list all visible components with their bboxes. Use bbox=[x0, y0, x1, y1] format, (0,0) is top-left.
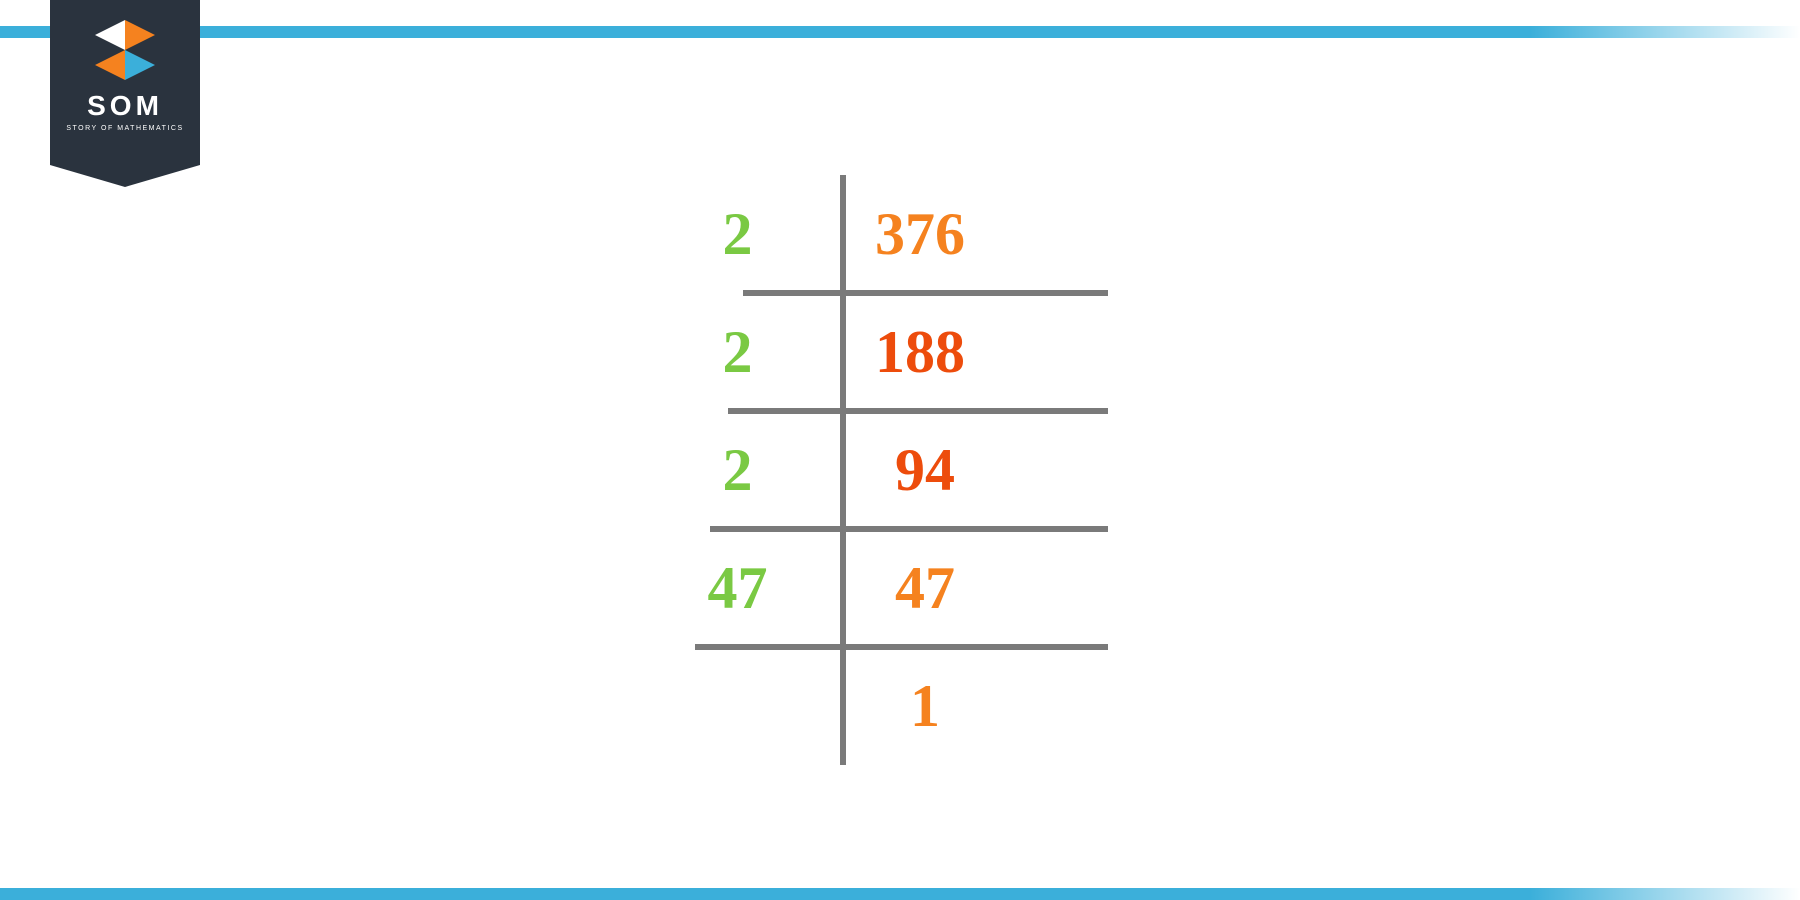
logo-text: SOM bbox=[50, 90, 200, 122]
factorization-row: 2 188 bbox=[660, 293, 1140, 411]
quotient-cell: 376 bbox=[840, 200, 1140, 269]
quotient-cell: 1 bbox=[840, 672, 1140, 741]
divisor-cell: 2 bbox=[660, 318, 840, 387]
logo-icon bbox=[95, 20, 155, 80]
factorization-row: 1 bbox=[660, 647, 1140, 765]
logo-subtext: STORY OF MATHEMATICS bbox=[50, 125, 200, 132]
bottom-accent-bar bbox=[0, 888, 1800, 900]
factorization-row: 2 376 bbox=[660, 175, 1140, 293]
quotient-cell: 47 bbox=[840, 554, 1140, 623]
divisor-cell: 47 bbox=[660, 554, 840, 623]
logo-badge: SOM STORY OF MATHEMATICS bbox=[50, 0, 200, 165]
factorization-row: 47 47 bbox=[660, 529, 1140, 647]
quotient-cell: 94 bbox=[840, 436, 1140, 505]
quotient-cell: 188 bbox=[840, 318, 1140, 387]
vertical-divider bbox=[840, 529, 846, 647]
vertical-divider bbox=[840, 175, 846, 293]
vertical-divider bbox=[840, 411, 846, 529]
vertical-divider bbox=[840, 647, 846, 765]
vertical-divider bbox=[840, 293, 846, 411]
factorization-row: 2 94 bbox=[660, 411, 1140, 529]
factorization-diagram: 2 376 2 188 2 94 47 47 1 bbox=[660, 175, 1140, 765]
divisor-cell: 2 bbox=[660, 200, 840, 269]
top-accent-bar bbox=[0, 26, 1800, 38]
divisor-cell: 2 bbox=[660, 436, 840, 505]
